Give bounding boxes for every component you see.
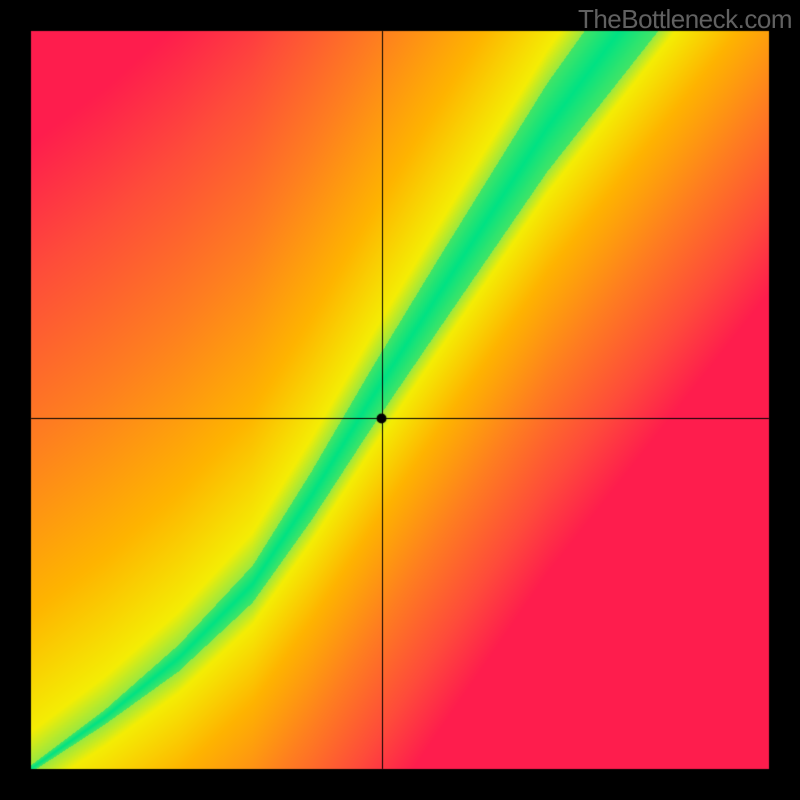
crosshair-overlay (0, 0, 800, 800)
watermark-text: TheBottleneck.com (578, 4, 792, 35)
chart-container: TheBottleneck.com (0, 0, 800, 800)
